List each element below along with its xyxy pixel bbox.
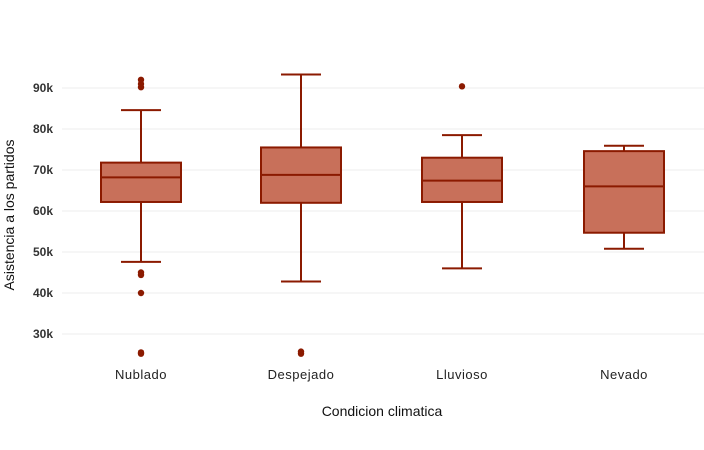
box-lluvioso <box>421 83 503 270</box>
outlier-point <box>137 83 145 91</box>
outlier-point <box>297 350 305 357</box>
iqr-box <box>583 150 665 234</box>
y-tick-label: 50k <box>33 245 53 259</box>
box-nevado <box>583 144 665 250</box>
y-axis-title: Asistencia a los partidos <box>1 140 17 291</box>
iqr-box <box>100 161 182 203</box>
boxplot-series <box>100 73 665 357</box>
y-tick-label: 30k <box>33 327 53 341</box>
y-axis-ticks: 30k 40k 50k 60k 70k 80k 90k <box>33 81 53 341</box>
outlier-point <box>137 289 145 297</box>
box-despejado <box>260 73 342 357</box>
outlier-point <box>137 271 145 279</box>
outlier-point <box>137 350 145 357</box>
y-tick-label: 60k <box>33 204 53 218</box>
box-nublado <box>100 76 182 357</box>
x-tick-label: Nublado <box>115 367 167 382</box>
x-tick-label: Lluvioso <box>436 367 488 382</box>
x-tick-label: Nevado <box>600 367 648 382</box>
y-tick-label: 40k <box>33 286 53 300</box>
outlier-point <box>458 83 466 90</box>
x-axis-ticks: Nublado Despejado Lluvioso Nevado <box>115 367 648 382</box>
x-axis-title: Condicion climatica <box>322 403 443 419</box>
y-tick-label: 90k <box>33 81 53 95</box>
x-tick-label: Despejado <box>268 367 335 382</box>
y-tick-label: 70k <box>33 163 53 177</box>
y-tick-label: 80k <box>33 122 53 136</box>
